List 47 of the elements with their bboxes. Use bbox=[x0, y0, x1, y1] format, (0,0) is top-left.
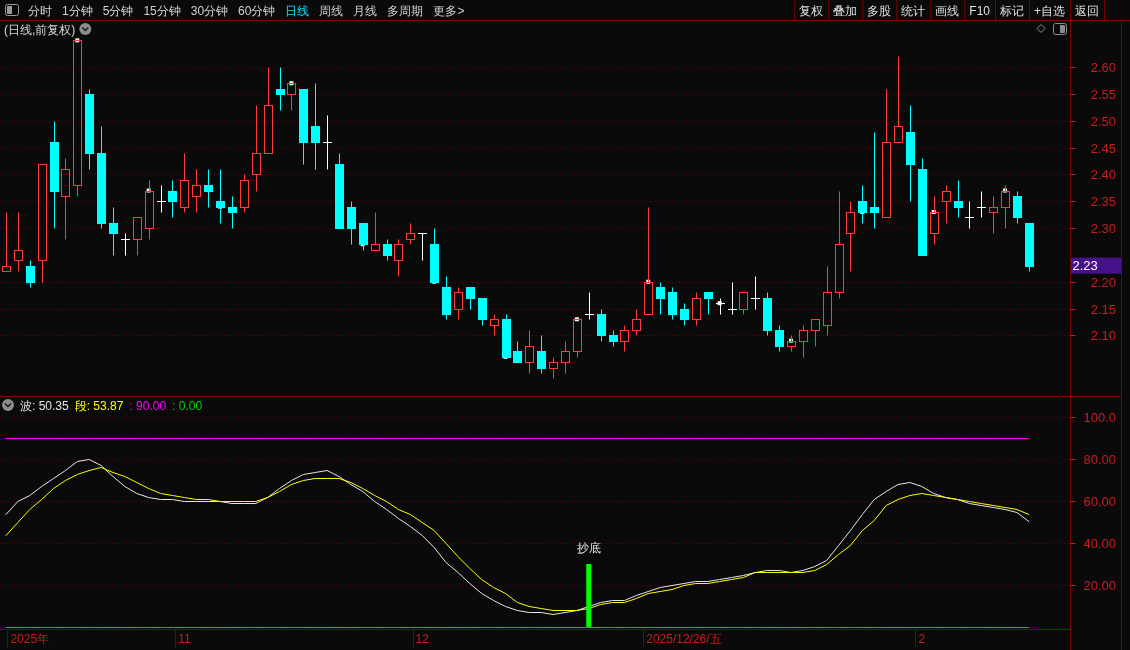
category-label: 标记 bbox=[998, 4, 1024, 18]
x-tick-label: 2 bbox=[918, 632, 926, 646]
x-tick-label: 11 bbox=[178, 632, 191, 646]
x-tick-label: 12 bbox=[415, 632, 430, 646]
category-label: 多股 bbox=[867, 4, 892, 18]
text: 段: 53.87 bbox=[74, 398, 124, 413]
category-label: 画线 bbox=[935, 4, 960, 18]
category-label: 返回 bbox=[1075, 4, 1099, 18]
category-label: 统计 bbox=[901, 4, 926, 18]
category-label: 多周期 bbox=[387, 4, 424, 18]
text: 波: 50.35 bbox=[20, 398, 70, 413]
y-tick-label: 40.00 bbox=[1083, 536, 1116, 551]
category-label: 更多> bbox=[433, 4, 465, 18]
category-label: 日线 bbox=[285, 4, 310, 18]
x-tick-label: 2025年 bbox=[10, 632, 50, 646]
category-label: 60分钟 bbox=[238, 4, 276, 18]
text: : 90.00 bbox=[129, 398, 167, 413]
category-label: 月线 bbox=[353, 4, 378, 18]
category-label: 1分钟 bbox=[62, 4, 93, 18]
category-label: 分时 bbox=[28, 4, 52, 18]
y-tick-label: 60.00 bbox=[1083, 494, 1116, 509]
chart-title: (日线,前复权) bbox=[4, 22, 76, 37]
category-label: +自选 bbox=[1033, 4, 1065, 18]
category-label: F10 bbox=[969, 4, 991, 18]
text: : 0.00 bbox=[172, 398, 203, 413]
category-label: 叠加 bbox=[833, 4, 858, 18]
x-tick-label: 2025/12/26/五 bbox=[646, 632, 722, 646]
category-label: 30分钟 bbox=[190, 4, 229, 18]
y-tick-label: 2.60 bbox=[1090, 60, 1116, 75]
category-label: 复权 bbox=[799, 4, 824, 18]
y-tick-label: 2.55 bbox=[1090, 87, 1116, 102]
text: 2.23 bbox=[1072, 258, 1098, 274]
y-tick-label: 2.15 bbox=[1090, 302, 1116, 317]
y-tick-label: 2.10 bbox=[1090, 328, 1116, 343]
y-tick-label: 2.20 bbox=[1090, 275, 1116, 290]
y-tick-label: 2.35 bbox=[1090, 194, 1116, 209]
y-tick-label: 80.00 bbox=[1083, 452, 1116, 467]
annotation: 抄底 bbox=[576, 541, 601, 556]
y-tick-label: 2.30 bbox=[1090, 221, 1116, 236]
y-tick-label: 100.0 bbox=[1083, 410, 1116, 425]
y-tick-label: 2.40 bbox=[1090, 167, 1116, 182]
y-tick-label: 20.00 bbox=[1083, 578, 1116, 593]
category-label: 周线 bbox=[319, 4, 344, 18]
y-tick-label: 2.45 bbox=[1090, 141, 1116, 156]
category-label: 15分钟 bbox=[143, 4, 181, 18]
category-label: 5分钟 bbox=[102, 4, 134, 18]
y-tick-label: 2.50 bbox=[1090, 114, 1116, 129]
